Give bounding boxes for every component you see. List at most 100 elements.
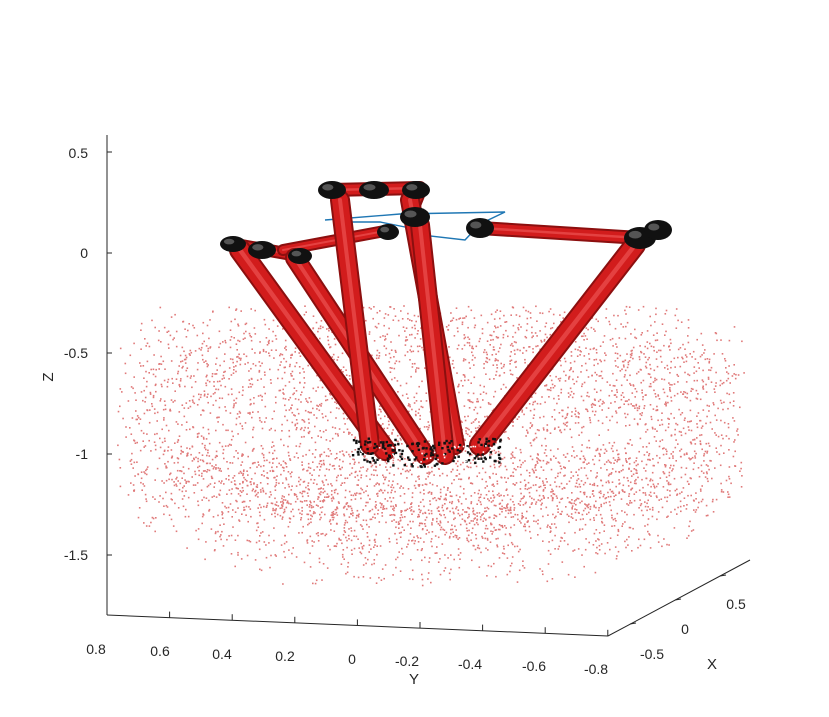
workspace-point (276, 513, 279, 516)
workspace-point (685, 381, 688, 383)
workspace-point (635, 403, 638, 406)
workspace-point (459, 496, 461, 498)
workspace-point (349, 505, 352, 508)
workspace-point (653, 486, 656, 489)
workspace-point (130, 482, 132, 484)
workspace-point (518, 315, 521, 318)
workspace-point (513, 507, 516, 509)
workspace-point (416, 535, 418, 537)
workspace-point (472, 509, 475, 512)
workspace-point (273, 476, 275, 479)
workspace-point (613, 314, 615, 317)
workspace-point (582, 483, 585, 486)
workspace-point (349, 455, 351, 458)
workspace-point (315, 532, 318, 535)
workspace-point (733, 326, 736, 328)
workspace-point (239, 470, 242, 473)
workspace-point (235, 499, 237, 502)
workspace-point (669, 467, 671, 469)
workspace-point (281, 430, 283, 432)
workspace-point (728, 496, 731, 498)
workspace-point (628, 424, 631, 426)
workspace-point (349, 462, 351, 465)
workspace-point (245, 330, 247, 333)
workspace-point (647, 373, 650, 375)
workspace-point (577, 349, 579, 351)
workspace-point (472, 520, 474, 522)
workspace-point (519, 459, 521, 462)
workspace-point (498, 492, 500, 495)
workspace-point (347, 566, 349, 568)
workspace-point (150, 521, 152, 524)
workspace-point (393, 367, 396, 370)
workspace-point (601, 517, 603, 520)
workspace-point (186, 375, 189, 378)
workspace-point (679, 455, 682, 458)
workspace-point (621, 360, 624, 363)
workspace-point (471, 351, 473, 354)
workspace-point (628, 442, 630, 445)
workspace-point (335, 488, 337, 491)
workspace-point (576, 479, 578, 482)
workspace-point (547, 514, 549, 516)
workspace-point (682, 393, 685, 395)
workspace-point (533, 498, 535, 501)
workspace-point (489, 454, 491, 456)
workspace-point (311, 545, 314, 547)
workspace-point (539, 312, 541, 314)
workspace-point (300, 436, 303, 438)
workspace-point (250, 339, 253, 342)
workspace-point (707, 514, 709, 517)
workspace-point (235, 370, 237, 373)
workspace-point (647, 458, 649, 461)
workspace-point (246, 480, 248, 482)
workspace-point (355, 494, 357, 496)
workspace-point (428, 557, 431, 559)
workspace-point (535, 469, 537, 471)
workspace-point (428, 531, 430, 534)
workspace-point (621, 392, 624, 394)
workspace-point (391, 484, 393, 486)
workspace-point (284, 462, 287, 464)
workspace-point (598, 549, 601, 551)
workspace-point (677, 348, 680, 351)
workspace-point (466, 427, 469, 430)
workspace-point (143, 377, 145, 379)
workspace-point (184, 515, 187, 518)
workspace-point (708, 410, 710, 412)
workspace-point (550, 327, 552, 330)
workspace-point (312, 482, 315, 484)
workspace-point (406, 469, 408, 472)
workspace-point (649, 547, 652, 549)
workspace-point (333, 491, 336, 494)
workspace-point (577, 474, 579, 477)
workspace-point (501, 499, 504, 502)
workspace-point (691, 456, 694, 459)
robot-joint (248, 241, 276, 259)
workspace-point (583, 355, 586, 357)
workspace-point (439, 573, 442, 576)
workspace-point (201, 409, 204, 412)
workspace-point (474, 548, 477, 551)
workspace-point (643, 353, 645, 355)
workspace-point (457, 548, 460, 550)
workspace-point (666, 496, 669, 499)
workspace-point (365, 562, 367, 565)
workspace-point (299, 442, 302, 445)
workspace-point (373, 306, 375, 308)
workspace-point (457, 460, 459, 463)
workspace-point (524, 523, 526, 526)
workspace-point (560, 321, 562, 323)
workspace-point (554, 516, 556, 519)
workspace-point (220, 470, 222, 472)
workspace-point (342, 556, 344, 558)
workspace-point (498, 513, 501, 516)
workspace-point (298, 352, 300, 354)
workspace-point (150, 450, 152, 452)
workspace-point (334, 432, 337, 435)
workspace-point (322, 563, 325, 565)
workspace-point (209, 483, 212, 485)
workspace-point (255, 541, 258, 544)
workspace-point (424, 519, 427, 521)
workspace-point (555, 515, 557, 518)
